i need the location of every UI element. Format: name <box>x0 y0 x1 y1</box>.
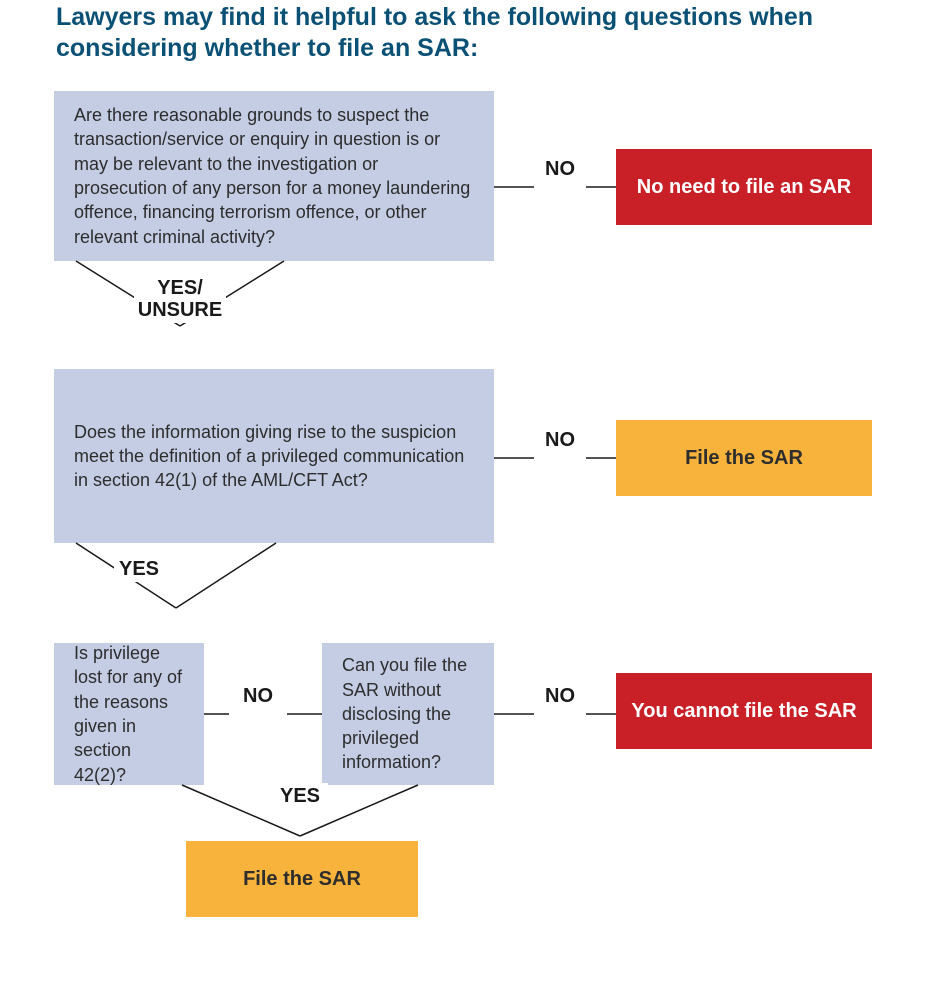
edge-label-no-1: NO <box>540 156 580 182</box>
edge-label-yes-unsure: YES/ UNSURE <box>134 275 226 323</box>
flowchart-edges <box>0 0 932 982</box>
edge-label-no-3: NO <box>235 683 281 709</box>
edge-label-yes-2: YES <box>272 783 328 809</box>
edge-label-no-2: NO <box>540 427 580 453</box>
flowchart-container: Lawyers may find it helpful to ask the f… <box>0 0 932 982</box>
edge-label-no-4: NO <box>540 683 580 709</box>
edge-label-yes-1: YES <box>114 556 164 582</box>
